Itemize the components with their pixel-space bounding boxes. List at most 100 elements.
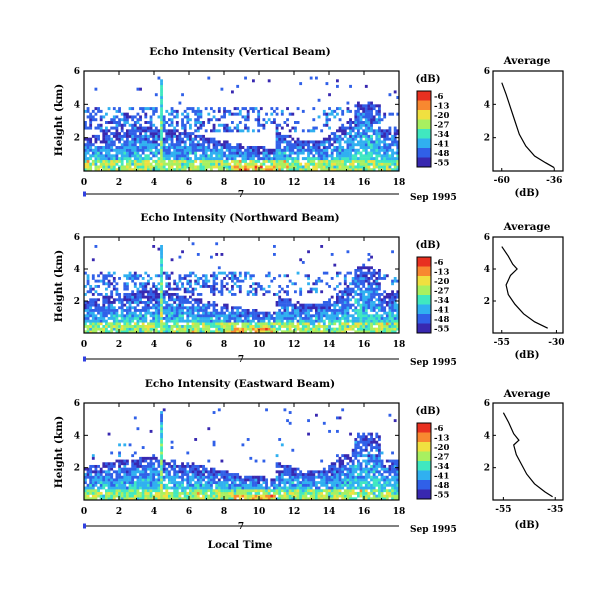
heatmap-cell: [199, 143, 203, 147]
heatmap-cell: [105, 494, 108, 498]
heatmap-cell: [343, 279, 347, 283]
heatmap-cell: [317, 497, 321, 501]
heatmap-cell: [181, 306, 184, 310]
heatmap-cell: [249, 327, 253, 331]
heatmap-cell: [231, 330, 234, 334]
heatmap-cell: [330, 109, 334, 113]
heatmap-cell: [204, 285, 208, 288]
heatmap-cell: [168, 475, 171, 479]
heatmap-cell: [354, 165, 358, 169]
heatmap-cell: [299, 327, 303, 331]
heatmap-cell: [97, 146, 100, 149]
heatmap-cell: [338, 481, 342, 485]
heatmap-cell: [275, 129, 279, 133]
heatmap-cell: [141, 129, 145, 133]
heatmap-cell: [307, 478, 310, 482]
heatmap-cell: [341, 322, 345, 326]
heatmap-cell: [312, 470, 316, 474]
heatmap-cell: [133, 314, 137, 318]
heatmap-cell: [94, 301, 98, 304]
heatmap-cell: [307, 274, 310, 278]
heatmap-cell: [89, 146, 93, 149]
heatmap-cell: [191, 168, 195, 172]
heatmap-cell: [110, 274, 114, 278]
heatmap-cell: [228, 162, 232, 166]
heatmap-cell: [291, 317, 295, 320]
heatmap-cell: [333, 137, 337, 141]
heatmap-cell: [225, 129, 229, 133]
heatmap-cell: [173, 317, 177, 320]
heatmap-cell: [252, 165, 255, 169]
heatmap-cell: [391, 293, 394, 296]
heatmap-cell: [126, 494, 129, 498]
heatmap-cell: [118, 146, 121, 149]
heatmap-cell: [126, 330, 129, 334]
heatmap-cell: [393, 129, 397, 133]
heatmap-cell: [354, 309, 358, 312]
heatmap-cell: [149, 301, 153, 304]
heatmap-cell: [228, 322, 232, 326]
heatmap-cell: [278, 168, 282, 172]
heatmap-cell: [160, 118, 163, 122]
heatmap-cell: [144, 311, 148, 315]
heatmap-cell: [91, 148, 95, 152]
heatmap-cell: [154, 293, 158, 296]
heatmap-cell: [241, 489, 245, 493]
heatmap-cell: [333, 134, 337, 138]
heatmap-cell: [144, 137, 148, 141]
heatmap-cell: [294, 473, 297, 476]
heatmap-cell: [351, 129, 355, 133]
heatmap-cell: [123, 483, 127, 487]
heatmap-cell: [120, 151, 124, 155]
heatmap-cell: [338, 107, 342, 111]
heatmap-cell: [320, 129, 324, 133]
heatmap-cell: [210, 489, 213, 493]
heatmap-cell: [220, 151, 224, 155]
heatmap-cell: [359, 322, 363, 326]
heatmap-cell: [278, 438, 282, 441]
heatmap-cell: [175, 143, 179, 147]
heatmap-cell: [220, 162, 224, 166]
heatmap-cell: [359, 282, 363, 286]
heatmap-cell: [207, 76, 211, 80]
heatmap-cell: [338, 475, 342, 479]
heatmap-cell: [99, 154, 103, 158]
heatmap-cell: [183, 165, 187, 169]
heatmap-cell: [246, 162, 250, 166]
heatmap-cell: [286, 168, 289, 172]
heatmap-cell: [102, 279, 106, 283]
heatmap-cell: [217, 271, 221, 275]
heatmap-cell: [333, 486, 337, 490]
heatmap-cell: [296, 467, 300, 471]
heatmap-cell: [354, 330, 358, 334]
heatmap-cell: [391, 137, 394, 141]
heatmap-cell: [320, 494, 324, 498]
heatmap-cell: [388, 325, 392, 328]
heatmap-cell: [304, 481, 308, 485]
heatmap-cell: [393, 322, 397, 326]
heatmap-cell: [120, 311, 124, 315]
heatmap-cell: [357, 109, 360, 113]
heatmap-cell: [301, 306, 305, 310]
heatmap-cell: [357, 314, 360, 318]
heatmap-cell: [165, 162, 169, 166]
heatmap-cell: [144, 290, 148, 294]
heatmap-cell: [215, 309, 219, 312]
heatmap-cell: [341, 298, 345, 302]
heatmap-cell: [178, 287, 182, 291]
heatmap-cell: [233, 481, 237, 485]
heatmap-cell: [383, 295, 387, 299]
heatmap-cell: [288, 497, 292, 501]
heatmap-cell: [283, 162, 287, 166]
heatmap-cell: [291, 473, 295, 476]
colorbar-swatch: [417, 100, 431, 111]
heatmap-cell: [207, 494, 211, 498]
heatmap-cell: [178, 464, 182, 468]
heatmap-cell: [133, 497, 137, 501]
heatmap-cell: [194, 475, 198, 479]
heatmap-cell: [196, 134, 200, 138]
heatmap-cell: [299, 146, 303, 149]
heatmap-cell: [120, 462, 124, 466]
heatmap-cell: [149, 129, 153, 133]
heatmap-cell: [183, 126, 187, 130]
